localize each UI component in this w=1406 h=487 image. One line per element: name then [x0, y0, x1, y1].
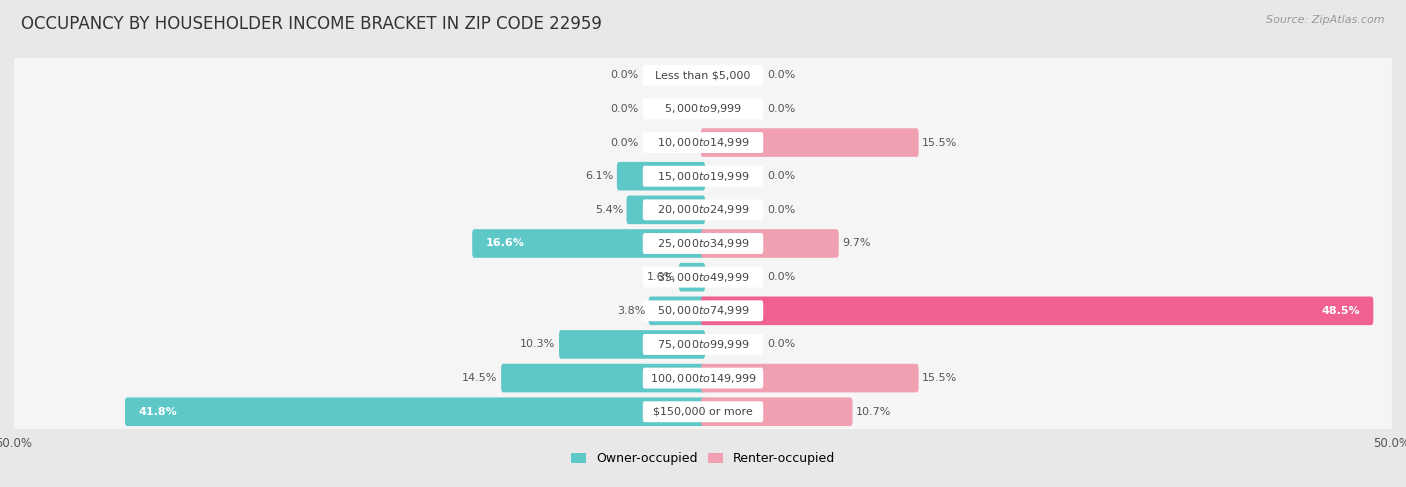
FancyBboxPatch shape — [702, 229, 839, 258]
Text: 50.0%: 50.0% — [0, 437, 32, 450]
FancyBboxPatch shape — [702, 364, 918, 393]
FancyBboxPatch shape — [643, 401, 763, 422]
Text: $150,000 or more: $150,000 or more — [654, 407, 752, 417]
Text: 41.8%: 41.8% — [138, 407, 177, 417]
FancyBboxPatch shape — [14, 320, 1392, 369]
FancyBboxPatch shape — [679, 263, 704, 291]
Text: $20,000 to $24,999: $20,000 to $24,999 — [657, 204, 749, 216]
FancyBboxPatch shape — [14, 152, 1392, 201]
FancyBboxPatch shape — [627, 196, 704, 224]
Text: $25,000 to $34,999: $25,000 to $34,999 — [657, 237, 749, 250]
Text: 10.3%: 10.3% — [520, 339, 555, 350]
FancyBboxPatch shape — [14, 388, 1392, 436]
FancyBboxPatch shape — [643, 166, 763, 187]
FancyBboxPatch shape — [125, 397, 704, 426]
Text: 1.6%: 1.6% — [647, 272, 675, 282]
FancyBboxPatch shape — [14, 354, 1392, 402]
FancyBboxPatch shape — [643, 233, 763, 254]
Legend: Owner-occupied, Renter-occupied: Owner-occupied, Renter-occupied — [567, 448, 839, 470]
Text: 0.0%: 0.0% — [768, 339, 796, 350]
FancyBboxPatch shape — [643, 65, 763, 86]
FancyBboxPatch shape — [643, 368, 763, 389]
Text: 48.5%: 48.5% — [1322, 306, 1360, 316]
FancyBboxPatch shape — [643, 132, 763, 153]
FancyBboxPatch shape — [643, 98, 763, 119]
Text: $100,000 to $149,999: $100,000 to $149,999 — [650, 372, 756, 385]
Text: 0.0%: 0.0% — [610, 104, 638, 114]
Text: 0.0%: 0.0% — [768, 70, 796, 80]
FancyBboxPatch shape — [14, 186, 1392, 234]
Text: $5,000 to $9,999: $5,000 to $9,999 — [664, 102, 742, 115]
Text: 0.0%: 0.0% — [768, 104, 796, 114]
FancyBboxPatch shape — [643, 300, 763, 321]
FancyBboxPatch shape — [702, 128, 918, 157]
Text: 0.0%: 0.0% — [768, 205, 796, 215]
FancyBboxPatch shape — [617, 162, 704, 190]
Text: 3.8%: 3.8% — [617, 306, 645, 316]
Text: 16.6%: 16.6% — [485, 239, 524, 248]
FancyBboxPatch shape — [648, 297, 704, 325]
Text: $50,000 to $74,999: $50,000 to $74,999 — [657, 304, 749, 318]
Text: $75,000 to $99,999: $75,000 to $99,999 — [657, 338, 749, 351]
FancyBboxPatch shape — [14, 219, 1392, 268]
Text: 0.0%: 0.0% — [768, 272, 796, 282]
FancyBboxPatch shape — [643, 334, 763, 355]
Text: 0.0%: 0.0% — [768, 171, 796, 181]
Text: 10.7%: 10.7% — [856, 407, 891, 417]
Text: 5.4%: 5.4% — [595, 205, 623, 215]
FancyBboxPatch shape — [14, 286, 1392, 335]
Text: 0.0%: 0.0% — [610, 70, 638, 80]
Text: Less than $5,000: Less than $5,000 — [655, 70, 751, 80]
FancyBboxPatch shape — [702, 297, 1374, 325]
Text: Source: ZipAtlas.com: Source: ZipAtlas.com — [1267, 15, 1385, 25]
Text: 14.5%: 14.5% — [463, 373, 498, 383]
FancyBboxPatch shape — [472, 229, 704, 258]
FancyBboxPatch shape — [14, 51, 1392, 99]
Text: $15,000 to $19,999: $15,000 to $19,999 — [657, 169, 749, 183]
Text: 50.0%: 50.0% — [1374, 437, 1406, 450]
FancyBboxPatch shape — [501, 364, 704, 393]
Text: 6.1%: 6.1% — [585, 171, 613, 181]
Text: $35,000 to $49,999: $35,000 to $49,999 — [657, 271, 749, 283]
FancyBboxPatch shape — [14, 253, 1392, 301]
Text: 0.0%: 0.0% — [610, 137, 638, 148]
FancyBboxPatch shape — [560, 330, 704, 359]
FancyBboxPatch shape — [14, 118, 1392, 167]
Text: 15.5%: 15.5% — [922, 373, 957, 383]
Text: $10,000 to $14,999: $10,000 to $14,999 — [657, 136, 749, 149]
Text: 15.5%: 15.5% — [922, 137, 957, 148]
FancyBboxPatch shape — [702, 397, 852, 426]
FancyBboxPatch shape — [643, 267, 763, 288]
Text: OCCUPANCY BY HOUSEHOLDER INCOME BRACKET IN ZIP CODE 22959: OCCUPANCY BY HOUSEHOLDER INCOME BRACKET … — [21, 15, 602, 33]
Text: 9.7%: 9.7% — [842, 239, 870, 248]
FancyBboxPatch shape — [14, 85, 1392, 133]
FancyBboxPatch shape — [643, 199, 763, 220]
